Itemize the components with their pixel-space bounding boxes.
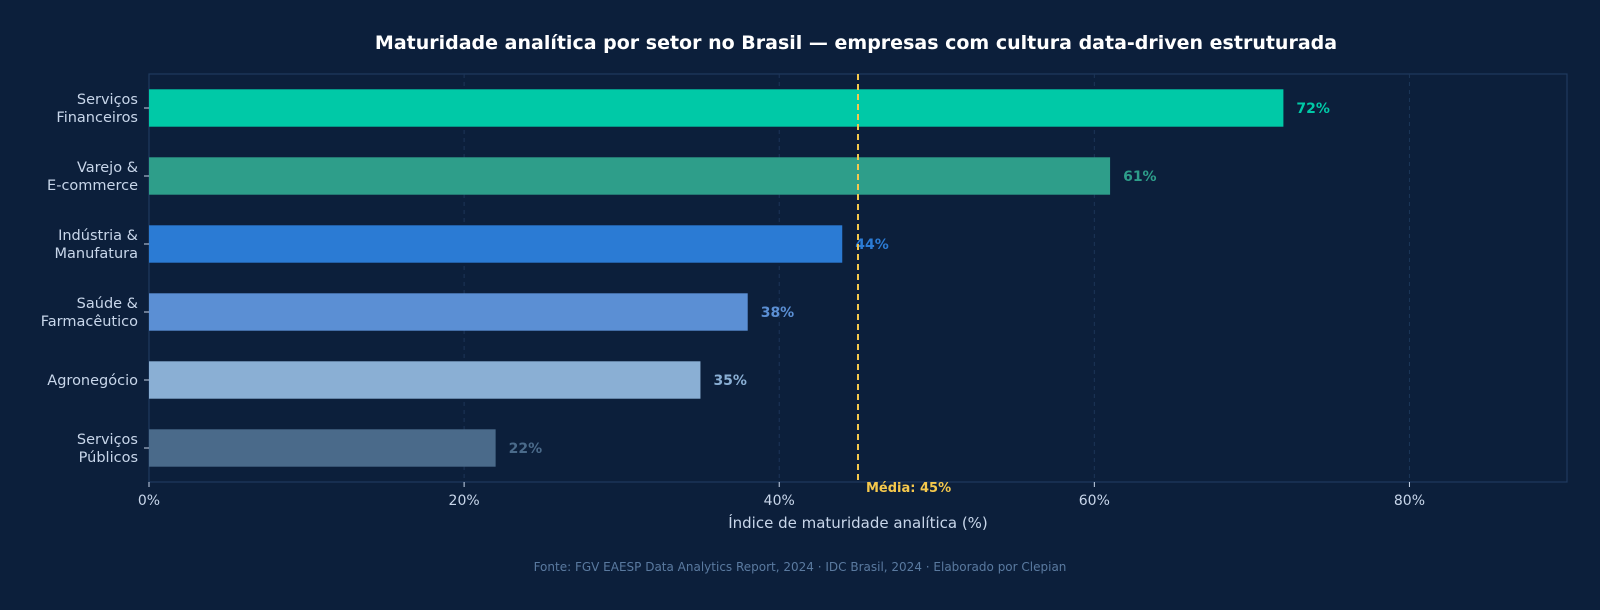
data-label: 44% <box>855 237 889 253</box>
average-label: Média: 45% <box>866 481 951 496</box>
bar <box>149 293 748 331</box>
data-label: 72% <box>1296 101 1330 117</box>
data-label: 61% <box>1123 169 1157 185</box>
chart-title: Maturidade analítica por setor no Brasil… <box>375 32 1337 54</box>
x-tick-label: 80% <box>1394 493 1425 509</box>
data-label: 38% <box>761 305 795 321</box>
source-note: Fonte: FGV EAESP Data Analytics Report, … <box>534 560 1067 574</box>
x-tick-label: 40% <box>764 493 795 509</box>
y-tick-label: Varejo & E-commerce <box>47 160 138 194</box>
data-label: 35% <box>713 373 747 389</box>
x-tick-label: 60% <box>1079 493 1110 509</box>
bar <box>149 157 1111 195</box>
bar <box>149 89 1284 127</box>
y-tick-label: Agronegócio <box>47 373 138 389</box>
x-axis-label: Índice de maturidade analítica (%) <box>728 513 988 532</box>
x-tick-label: 0% <box>138 493 160 509</box>
bar <box>149 429 496 467</box>
y-tick-label: Indústria & Manufatura <box>55 228 139 262</box>
y-tick-label: Saúde & Farmacêutico <box>41 296 138 330</box>
data-label: 22% <box>509 441 543 457</box>
bar <box>149 361 701 399</box>
bar <box>149 225 843 263</box>
x-tick-label: 20% <box>449 493 480 509</box>
y-tick-label: Serviços Financeiros <box>56 92 138 126</box>
y-tick-label: Serviços Públicos <box>77 432 138 466</box>
